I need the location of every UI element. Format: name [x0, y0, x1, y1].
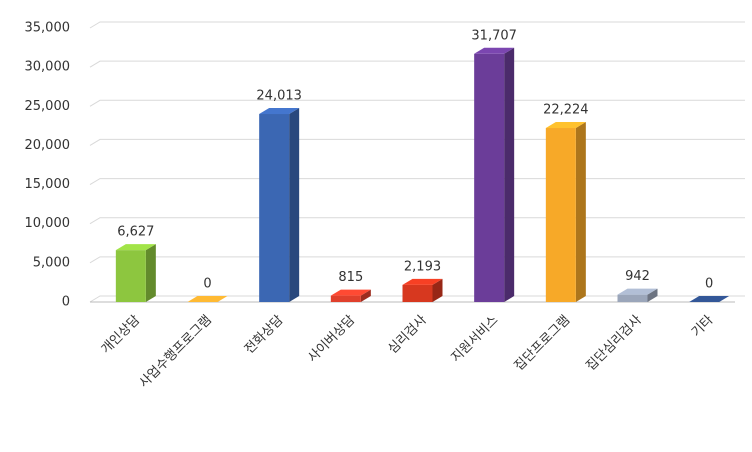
bar: [259, 114, 290, 302]
bar-side: [289, 108, 300, 302]
bar-side: [504, 47, 515, 303]
bar-top: [474, 47, 515, 54]
bar: [545, 128, 576, 302]
bar: [115, 250, 146, 302]
bar-3d: [259, 108, 300, 302]
bar: [402, 284, 433, 302]
bar: [330, 295, 361, 302]
bar-side: [647, 288, 658, 302]
bar-3d: [617, 288, 658, 302]
data-label: 24,013: [256, 89, 302, 104]
x-tick-label: 개인상담: [99, 313, 143, 357]
bar-top: [402, 278, 443, 285]
data-label: 815: [338, 270, 363, 285]
x-tick-label: 전화상담: [242, 313, 286, 357]
bar-top: [115, 244, 156, 251]
x-tick-label: 지원서비스: [449, 313, 502, 366]
x-tick-label: 사업수행프로그램: [136, 312, 215, 391]
x-tick-label: 집단프로그램: [512, 313, 573, 374]
data-label: 0: [203, 277, 211, 292]
grid-line: [89, 21, 745, 29]
data-label: 31,707: [471, 28, 517, 43]
grid-line: [89, 99, 745, 107]
bar: [617, 294, 648, 302]
y-tick-label: 10,000: [25, 216, 71, 231]
x-tick-label: 심리검사: [385, 313, 429, 357]
y-tick-label: 0: [62, 295, 70, 310]
data-label: 942: [625, 269, 650, 284]
bar-top: [187, 296, 228, 302]
bar-side: [145, 244, 156, 302]
grid-line: [89, 60, 745, 68]
bar-3d: [402, 278, 443, 302]
bar: [474, 53, 505, 303]
bar-side: [360, 289, 371, 302]
bar-3d: [187, 296, 228, 302]
y-tick-label: 15,000: [25, 177, 71, 192]
data-label: 6,627: [117, 225, 154, 240]
data-label: 22,224: [543, 103, 589, 118]
bar-top: [617, 288, 658, 295]
bar-3d: [474, 47, 515, 303]
y-tick-label: 35,000: [25, 21, 71, 36]
bar-side: [575, 122, 586, 303]
grid-line: [89, 217, 745, 225]
bar-3d: [545, 122, 586, 303]
x-tick-label: 집단심리검사: [583, 313, 644, 374]
grid-line: [89, 138, 745, 146]
data-label: 2,193: [404, 259, 441, 274]
data-label: 0: [705, 277, 713, 292]
bar-top: [689, 296, 730, 302]
x-tick-label: 사이버상담: [305, 313, 358, 366]
y-tick-label: 20,000: [25, 138, 71, 153]
bar-top: [545, 122, 586, 129]
y-tick-label: 5,000: [33, 255, 70, 270]
x-tick-label: 기타: [689, 313, 717, 341]
y-tick-label: 25,000: [25, 99, 71, 114]
bar-3d: [689, 296, 730, 302]
bar-3d: [330, 289, 371, 302]
bar-side: [432, 278, 443, 302]
bar-top: [330, 289, 371, 296]
grid-line: [89, 178, 745, 185]
grid-line: [89, 295, 745, 303]
bar-3d: [115, 244, 156, 302]
grid-line: [89, 256, 745, 264]
bar-top: [259, 108, 300, 115]
y-tick-label: 30,000: [25, 60, 71, 75]
